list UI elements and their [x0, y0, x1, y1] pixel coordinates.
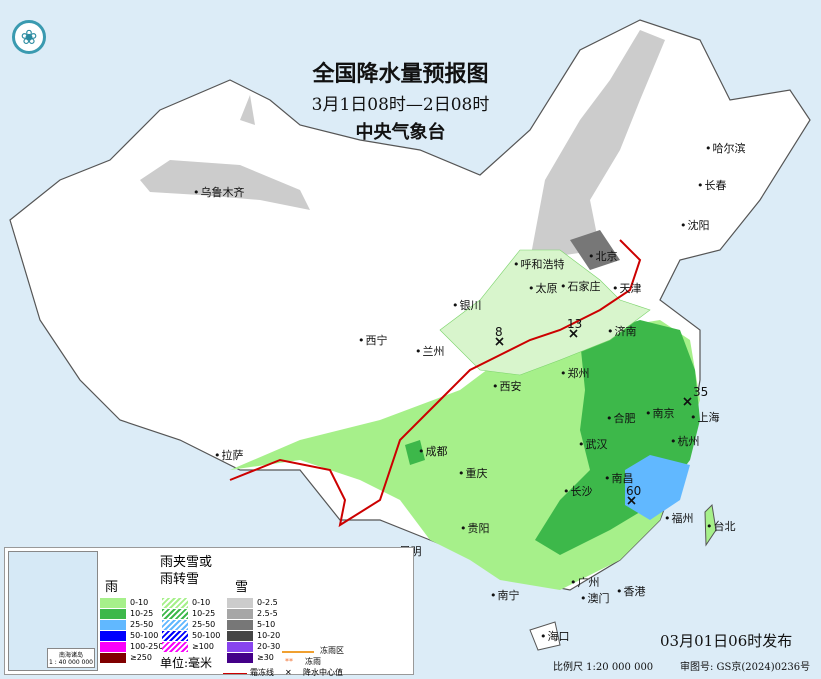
cross-markers — [495, 329, 692, 505]
city-label: 澳门 — [580, 590, 610, 606]
mixed-legend-label: 0-10 — [192, 598, 211, 607]
map-approval-number: 审图号: GS京(2024)0236号 — [680, 662, 811, 673]
city-label: 杭州 — [670, 433, 700, 449]
city-label: 南宁 — [490, 587, 520, 603]
city-label: 长沙 — [563, 483, 593, 499]
city-label: 长春 — [697, 177, 727, 193]
freezing-rain-label: 冻雨 — [305, 657, 321, 666]
freezing-zone-label: 冻雨区 — [320, 646, 344, 655]
snow-legend-label: 10-20 — [257, 631, 281, 640]
city-label: 北京 — [588, 248, 618, 264]
precip-center-value: 60 — [626, 484, 642, 498]
map-title: 全国降水量预报图 — [312, 61, 489, 87]
center-value-label: 降水中心值 — [303, 668, 343, 677]
map-scale: 比例尺 1:20 000 000 — [553, 662, 654, 673]
city-label: 石家庄 — [560, 278, 601, 294]
city-label: 香港 — [616, 583, 646, 599]
snow-legend-title: 雪 — [235, 580, 249, 595]
frost-line — [229, 239, 642, 528]
rain-legend-swatch — [100, 653, 126, 663]
precip-center-value: 13 — [567, 317, 583, 331]
mixed-legend-swatch — [162, 620, 188, 630]
city-label: 成都 — [418, 443, 448, 459]
mixed-legend-label: ≥100 — [192, 642, 214, 651]
map-legend: 南海诸岛 1 : 40 000 000 雨 雨夹雪或雨转雪 雪 0-10 10-25… — [4, 547, 414, 677]
issue-time: 03月01日06时发布 — [660, 632, 793, 650]
snow-legend-label: 2.5-5 — [257, 609, 278, 618]
city-label: 银川 — [452, 297, 482, 313]
rain-legend-swatch — [100, 609, 126, 619]
mixed-legend-swatch — [162, 642, 188, 652]
city-label: 贵阳 — [460, 520, 490, 536]
freezing-rain-symbol: ** — [285, 657, 293, 666]
snow-legend-swatch — [227, 598, 253, 608]
rain-legend-label: ≥250 — [130, 653, 152, 662]
snow-legend-swatch — [227, 620, 253, 630]
forecast-period: 3月1日08时—2日08时 — [311, 95, 490, 115]
rain-heavy-area — [625, 455, 690, 520]
precip-center-value: 35 — [693, 385, 709, 399]
snow-moderate-area — [480, 230, 620, 355]
rain-legend-title: 雨 — [105, 580, 119, 595]
city-label: 重庆 — [458, 465, 488, 481]
snow-legend-label: 20-30 — [257, 642, 281, 651]
snow-legend-label: 0-2.5 — [257, 598, 278, 607]
city-label: 兰州 — [415, 343, 445, 359]
snow-legend-swatch — [227, 609, 253, 619]
city-label: 南京 — [645, 405, 675, 421]
city-label: 西宁 — [358, 332, 388, 348]
city-label: 广州 — [570, 574, 600, 590]
city-label: 武汉 — [578, 436, 608, 452]
frost-line-label: 霜冻线 — [250, 668, 274, 677]
city-label: 上海 — [690, 409, 720, 425]
city-label: 合肥 — [606, 410, 636, 426]
city-label: 海口 — [540, 628, 570, 644]
rain-legend-label: 100-250 — [130, 642, 164, 651]
snow-legend-swatch — [227, 631, 253, 641]
snow-legend-label: 5-10 — [257, 620, 276, 629]
snow-area-north — [530, 30, 665, 260]
issuing-agency: 中央气象台 — [355, 122, 446, 143]
mixed-legend-label: 25-50 — [192, 620, 216, 629]
city-label: 西安 — [492, 378, 522, 394]
city-label: 乌鲁木齐 — [193, 184, 245, 200]
mixed-legend-swatch — [162, 598, 188, 608]
rain-legend-label: 25-50 — [130, 620, 154, 629]
city-label: 哈尔滨 — [705, 140, 746, 156]
city-label: 拉萨 — [214, 447, 244, 463]
mixed-legend-swatch — [162, 631, 188, 641]
city-label: 太原 — [528, 280, 558, 296]
center-value-symbol: ✕ — [285, 668, 292, 677]
mixed-legend-label: 10-25 — [192, 609, 216, 618]
unit-label: 单位:毫米 — [160, 656, 213, 670]
snow-legend-swatch — [227, 653, 253, 663]
city-label: 呼和浩特 — [513, 256, 565, 272]
snow-legend-label: ≥30 — [257, 653, 274, 662]
rain-legend-label: 10-25 — [130, 609, 154, 618]
rain-legend-swatch — [100, 620, 126, 630]
mixed-legend-label: 50-100 — [192, 631, 221, 640]
cma-logo: ❀ — [12, 20, 46, 54]
city-label: 郑州 — [560, 365, 590, 381]
city-label: 南昌 — [604, 470, 634, 486]
rain-legend-swatch — [100, 631, 126, 641]
rain-legend-label: 50-100 — [130, 631, 159, 640]
rain-legend-swatch — [100, 598, 126, 608]
rain-legend-label: 0-10 — [130, 598, 149, 607]
snow-area-northeast — [240, 95, 255, 125]
mixed-legend-swatch — [162, 609, 188, 619]
city-label: 福州 — [664, 510, 694, 526]
freezing-zone-symbol — [282, 651, 314, 653]
frost-line-symbol — [223, 673, 247, 674]
inset-caption: 南海诸岛 1 : 40 000 000 — [46, 648, 95, 668]
precip-center-value: 8 — [495, 325, 503, 339]
city-label: 台北 — [706, 518, 736, 534]
mixed-legend-title: 雨夹雪或雨转雪 — [160, 555, 213, 587]
snow-legend-swatch — [227, 642, 253, 652]
city-label: 沈阳 — [680, 217, 710, 233]
south-china-sea-inset: 南海诸岛 1 : 40 000 000 — [8, 551, 98, 671]
city-label: 天津 — [612, 280, 642, 296]
rain-legend-swatch — [100, 642, 126, 652]
city-label: 济南 — [607, 323, 637, 339]
